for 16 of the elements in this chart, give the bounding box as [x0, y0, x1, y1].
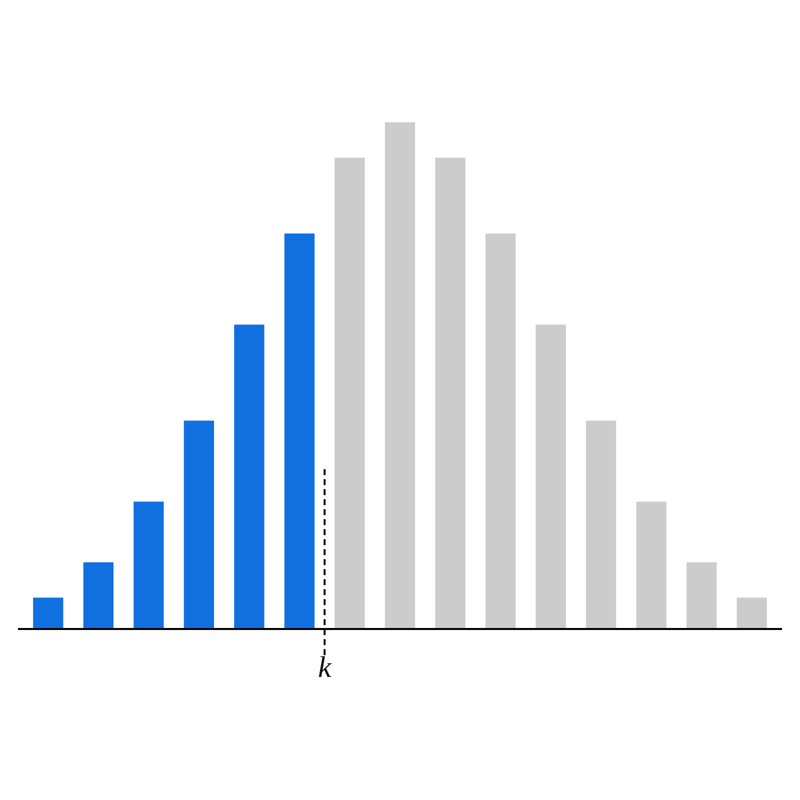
bar [134, 502, 164, 628]
bar [33, 598, 64, 628]
bar [586, 420, 616, 628]
bar [284, 234, 315, 628]
bar [636, 502, 666, 628]
bar [736, 598, 767, 628]
bar [435, 158, 466, 628]
bar [83, 562, 114, 628]
bar [334, 158, 365, 628]
bar [184, 420, 214, 628]
bar [485, 234, 516, 628]
text: k [318, 651, 332, 684]
bar [234, 324, 264, 628]
bar [686, 562, 717, 628]
bar [384, 122, 416, 628]
bar [536, 324, 566, 628]
